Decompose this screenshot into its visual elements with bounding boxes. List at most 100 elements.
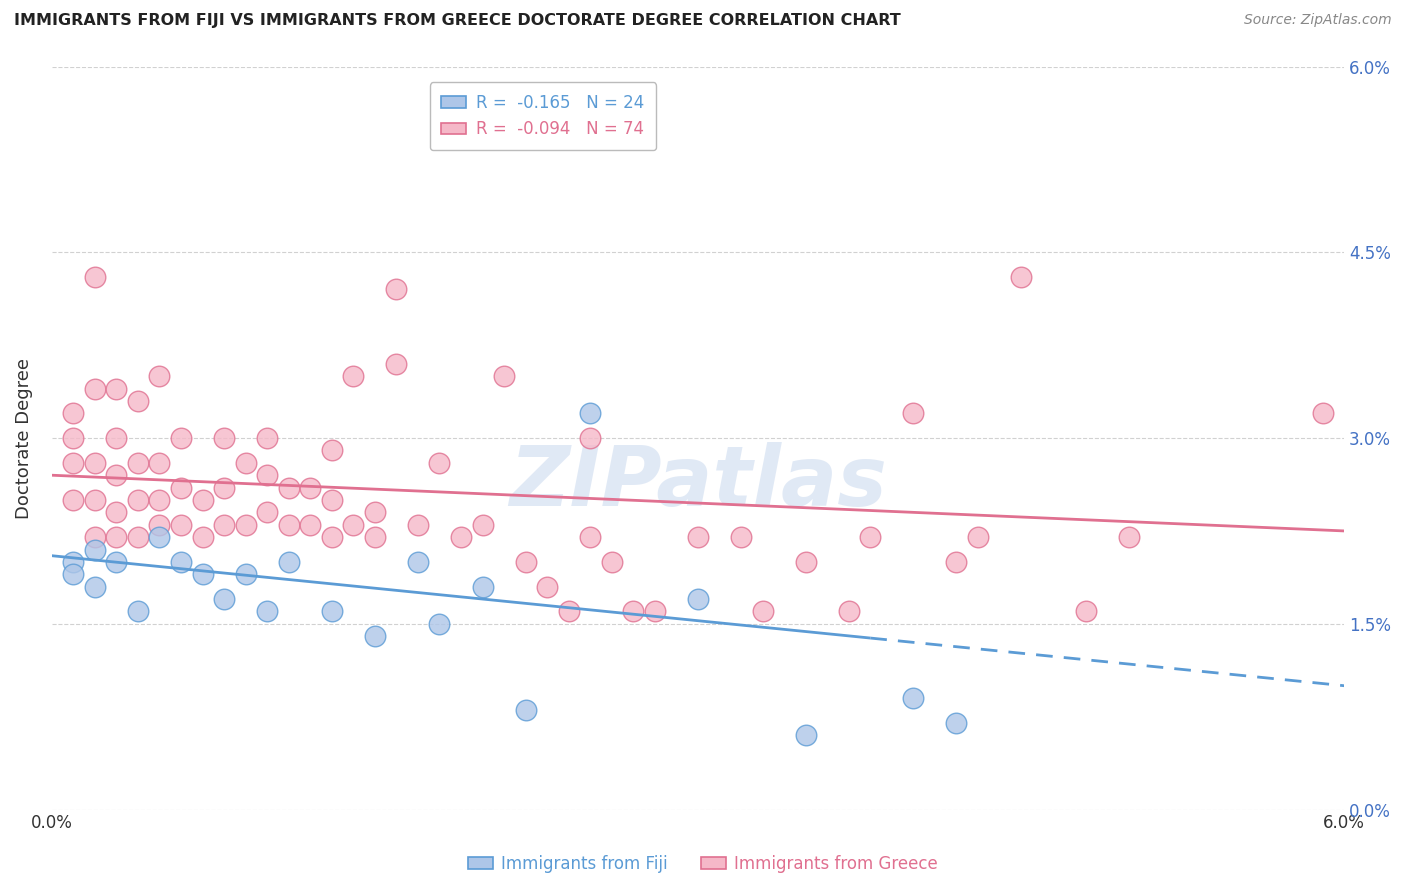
- Point: [385, 283, 408, 297]
- Point: [62, 493, 84, 508]
- Point: [536, 580, 558, 594]
- Point: [838, 604, 860, 618]
- Point: [191, 530, 214, 544]
- Point: [794, 728, 817, 742]
- Point: [212, 481, 235, 495]
- Point: [903, 691, 925, 706]
- Point: [299, 481, 322, 495]
- Point: [794, 555, 817, 569]
- Legend: Immigrants from Fiji, Immigrants from Greece: Immigrants from Fiji, Immigrants from Gr…: [461, 848, 945, 880]
- Point: [515, 555, 537, 569]
- Point: [212, 517, 235, 532]
- Point: [859, 530, 882, 544]
- Point: [105, 382, 128, 396]
- Point: [83, 270, 105, 285]
- Point: [62, 431, 84, 445]
- Point: [429, 616, 451, 631]
- Point: [105, 530, 128, 544]
- Point: [62, 406, 84, 420]
- Point: [686, 530, 709, 544]
- Point: [364, 505, 387, 519]
- Point: [600, 555, 623, 569]
- Point: [127, 604, 149, 618]
- Point: [256, 505, 278, 519]
- Point: [471, 580, 494, 594]
- Point: [191, 567, 214, 582]
- Point: [730, 530, 752, 544]
- Point: [579, 406, 602, 420]
- Point: [256, 431, 278, 445]
- Point: [170, 431, 193, 445]
- Legend: R =  -0.165   N = 24, R =  -0.094   N = 74: R = -0.165 N = 24, R = -0.094 N = 74: [430, 82, 657, 150]
- Point: [686, 592, 709, 607]
- Point: [321, 443, 343, 458]
- Text: IMMIGRANTS FROM FIJI VS IMMIGRANTS FROM GREECE DOCTORATE DEGREE CORRELATION CHAR: IMMIGRANTS FROM FIJI VS IMMIGRANTS FROM …: [14, 13, 901, 29]
- Point: [191, 493, 214, 508]
- Point: [903, 406, 925, 420]
- Point: [945, 715, 967, 730]
- Point: [105, 505, 128, 519]
- Point: [321, 604, 343, 618]
- Point: [277, 481, 299, 495]
- Point: [1074, 604, 1097, 618]
- Point: [321, 493, 343, 508]
- Point: [62, 567, 84, 582]
- Point: [364, 629, 387, 643]
- Point: [364, 530, 387, 544]
- Point: [515, 704, 537, 718]
- Point: [321, 530, 343, 544]
- Point: [429, 456, 451, 470]
- Point: [83, 456, 105, 470]
- Point: [170, 555, 193, 569]
- Point: [406, 555, 429, 569]
- Point: [406, 517, 429, 532]
- Point: [127, 456, 149, 470]
- Point: [256, 468, 278, 483]
- Point: [170, 481, 193, 495]
- Point: [127, 393, 149, 408]
- Point: [62, 555, 84, 569]
- Point: [83, 382, 105, 396]
- Point: [235, 456, 257, 470]
- Point: [105, 468, 128, 483]
- Point: [62, 456, 84, 470]
- Point: [342, 517, 364, 532]
- Point: [148, 530, 170, 544]
- Point: [1010, 270, 1032, 285]
- Point: [557, 604, 579, 618]
- Point: [256, 604, 278, 618]
- Point: [235, 517, 257, 532]
- Text: Source: ZipAtlas.com: Source: ZipAtlas.com: [1244, 13, 1392, 28]
- Point: [148, 517, 170, 532]
- Point: [148, 493, 170, 508]
- Point: [235, 567, 257, 582]
- Point: [945, 555, 967, 569]
- Point: [83, 580, 105, 594]
- Point: [83, 493, 105, 508]
- Point: [127, 530, 149, 544]
- Point: [494, 369, 516, 384]
- Y-axis label: Doctorate Degree: Doctorate Degree: [15, 358, 32, 518]
- Point: [751, 604, 773, 618]
- Point: [148, 369, 170, 384]
- Point: [1118, 530, 1140, 544]
- Point: [1312, 406, 1334, 420]
- Point: [471, 517, 494, 532]
- Point: [621, 604, 644, 618]
- Point: [385, 357, 408, 371]
- Point: [212, 592, 235, 607]
- Point: [83, 530, 105, 544]
- Point: [105, 431, 128, 445]
- Point: [170, 517, 193, 532]
- Point: [579, 530, 602, 544]
- Point: [342, 369, 364, 384]
- Point: [277, 517, 299, 532]
- Point: [105, 555, 128, 569]
- Point: [644, 604, 666, 618]
- Point: [83, 542, 105, 557]
- Point: [967, 530, 990, 544]
- Point: [299, 517, 322, 532]
- Point: [450, 530, 472, 544]
- Point: [579, 431, 602, 445]
- Point: [212, 431, 235, 445]
